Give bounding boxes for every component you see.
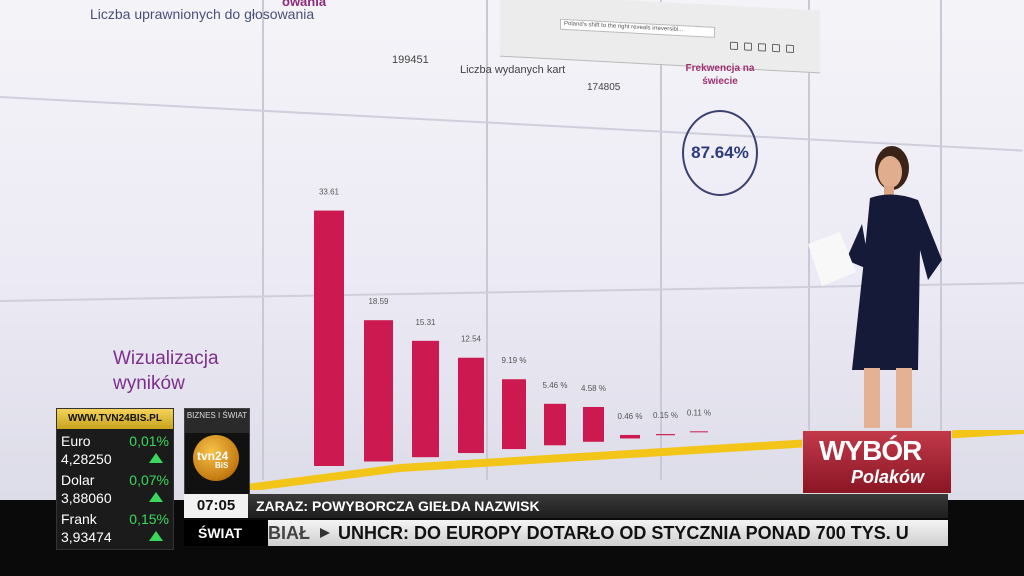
clock: 07:05 [184, 494, 248, 518]
currency-row-euro: Euro 0,01% 4,28250 [57, 431, 173, 469]
up-arrow-icon [149, 492, 163, 502]
up-arrow-icon [149, 453, 163, 463]
bar-data-label: 15.31 [415, 318, 436, 327]
news-crawl: BIAŁ UNHCR: DO EUROPY DOTARŁO OD STYCZNI… [268, 520, 948, 546]
voters-label: Liczba uprawnionych do głosowania [90, 6, 315, 22]
visualization-title: Wizualizacja wyników [113, 348, 219, 394]
currency-name: Euro [61, 433, 91, 449]
chart-bar [458, 357, 484, 454]
ticker-section-label: ŚWIAT [184, 520, 268, 546]
wall-seam [660, 0, 662, 480]
logo-subtext: BiS [215, 461, 229, 470]
presenter [808, 146, 942, 428]
chart-bar [544, 403, 566, 446]
next-program-bar: ZARAZ: POWYBORCZA GIEŁDA NAZWISK [248, 494, 948, 518]
currency-panel: WWW.TVN24BIS.PL Euro 0,01% 4,28250 Dolar… [56, 408, 174, 550]
chart-bar [620, 434, 640, 439]
chart-bar [364, 320, 393, 462]
ballots-label: Liczba wydanych kart [460, 64, 566, 76]
wall-seam [486, 0, 488, 480]
logo-text: tvn24 [197, 449, 229, 463]
currency-value: 3,88060 [61, 490, 112, 506]
chart-bar [502, 379, 526, 450]
currency-value: 3,93474 [61, 529, 112, 545]
bar-data-label: 5.46 % [543, 381, 568, 390]
logo-emblem [193, 435, 239, 481]
turnout-value: 87.64% [691, 143, 749, 162]
badge-subtitle: Polaków [851, 467, 925, 487]
chart-bar [583, 406, 604, 442]
bar-data-label: 9.19 % [502, 356, 527, 365]
logo-caption: BIZNES I ŚWIAT [185, 409, 249, 433]
currency-name: Frank [61, 511, 97, 527]
wall-seam [262, 0, 264, 480]
voters-value: 199451 [392, 54, 429, 66]
wall-seam [940, 0, 942, 480]
currency-change: 0,01% [129, 433, 169, 449]
currency-change: 0,07% [129, 472, 169, 488]
currency-value: 4,28250 [61, 451, 112, 467]
chart-bar [412, 340, 439, 458]
turnout-label: Frekwencja na świecie [685, 63, 755, 87]
chevron-right-icon [320, 528, 330, 538]
bar-data-label: 12.54 [461, 335, 482, 344]
results-bar-chart: 33.61 18.59 15.31 12.54 9.19 % 5.46 % 4.58 % 0.… [314, 188, 711, 466]
chart-bar [314, 210, 344, 466]
crawl-previous-text: BIAŁ [268, 523, 310, 543]
bar-data-label: 18.59 [368, 297, 389, 306]
bar-data-label: 0.46 % [618, 412, 643, 421]
program-badge: WYBÓR Polaków [802, 430, 952, 494]
markets-site-url: WWW.TVN24BIS.PL [57, 409, 173, 429]
bar-data-label: 0.15 % [653, 411, 678, 420]
wall-seam [808, 0, 810, 480]
crawl-headline: UNHCR: DO EUROPY DOTARŁO OD STYCZNIA PON… [338, 523, 909, 543]
currency-row-frank: Frank 0,15% 3,93474 [57, 509, 173, 547]
badge-title: WYBÓR [819, 435, 922, 466]
currency-change: 0,15% [129, 511, 169, 527]
currency-row-dolar: Dolar 0,07% 3,88060 [57, 470, 173, 508]
chart-bar [690, 431, 708, 433]
currency-name: Dolar [61, 472, 95, 488]
chart-bar [656, 434, 675, 436]
up-arrow-icon [149, 531, 163, 541]
screen-header-fragment: owania [282, 0, 327, 9]
bar-data-label: 33.61 [319, 188, 340, 197]
bar-data-label: 0.11 % [687, 408, 711, 417]
ballots-value: 174805 [587, 82, 621, 93]
channel-logo: BIZNES I ŚWIAT tvn24 BiS [184, 408, 250, 496]
turnout-circle: 87.64% [682, 110, 758, 196]
bar-data-label: 4.58 % [581, 384, 606, 393]
